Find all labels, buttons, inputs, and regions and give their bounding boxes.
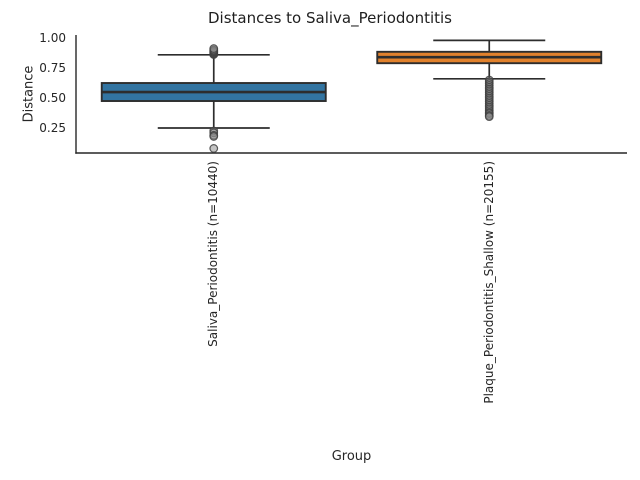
x-axis-label: Group (331, 449, 372, 464)
outlier-dot (209, 44, 219, 53)
outlier-dot (209, 132, 219, 141)
outlier-dot (484, 112, 494, 122)
outlier-dot (209, 144, 219, 153)
y-tick-label: 0.75 (39, 61, 66, 75)
y-tick-label: 0.50 (39, 91, 66, 106)
x-tick-label: Saliva_Periodontitis (n=10440) (206, 161, 221, 347)
y-tick-label: 0.25 (39, 121, 66, 136)
chart-title: Distances to Saliva_Periodontitis (208, 9, 452, 27)
x-tick-label: Plaque_Periodontitis_Shallow (n=20155) (481, 161, 496, 404)
y-tick-label: 1.00 (39, 31, 66, 45)
